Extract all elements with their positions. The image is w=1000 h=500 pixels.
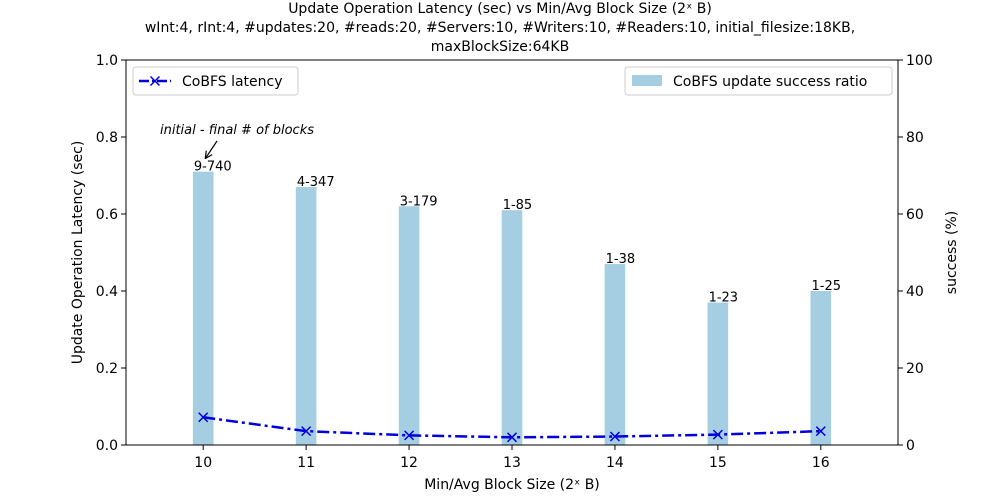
bar <box>707 302 729 445</box>
line-point-marker <box>301 426 312 437</box>
bar-label: 1-38 <box>606 252 636 267</box>
bar <box>192 171 214 445</box>
legend-box <box>132 66 299 96</box>
annotation-arrow <box>204 140 218 159</box>
x-tick-label: 11 <box>297 455 315 471</box>
y2-tick-label: 80 <box>906 130 924 146</box>
x-tick-label: 14 <box>606 455 624 471</box>
bar <box>604 264 626 445</box>
y-tick-label: 0.4 <box>96 284 118 300</box>
y2-tick-label: 60 <box>906 207 924 223</box>
legend-line: CoBFS latency <box>132 66 299 96</box>
legend-bar-swatch <box>632 75 662 86</box>
y-axis-label: Update Operation Latency (sec) <box>70 141 86 365</box>
bar <box>501 210 523 445</box>
y2-tick-label: 0 <box>906 438 915 454</box>
annotation-text: initial - final # of blocks <box>160 123 314 138</box>
chart-subtitle-line: maxBlockSize:64KB <box>431 39 569 55</box>
bar <box>398 206 420 445</box>
y-tick-label: 0.8 <box>96 130 118 146</box>
y2-tick-label: 100 <box>906 53 933 69</box>
line-point-marker <box>198 412 209 423</box>
y-tick-label: 0.6 <box>96 207 118 223</box>
bar-series <box>192 171 832 446</box>
chart-title: Update Operation Latency (sec) vs Min/Av… <box>288 1 712 17</box>
line-point-marker <box>609 431 620 442</box>
line-point-marker <box>404 430 415 441</box>
bar-label: 9-740 <box>194 160 232 175</box>
legend-marker <box>149 75 161 87</box>
annotation: initial - final # of blocks <box>160 123 314 160</box>
y2-tick-label: 40 <box>906 284 924 300</box>
bar-labels: 9-740 4-347 3-179 1-85 1-38 1-23 1-25 <box>194 160 841 306</box>
x-axis-label: Min/Avg Block Size (2ˣ B) <box>424 477 600 493</box>
y2-axis-label: success (%) <box>944 211 960 294</box>
bar-label: 1-25 <box>812 279 842 294</box>
x-tick-label: 13 <box>503 455 521 471</box>
legend-bar: CoBFS update success ratio <box>624 66 893 96</box>
bar <box>810 291 832 445</box>
line-point-marker <box>815 426 826 437</box>
legends: CoBFS latency CoBFS update success ratio <box>132 66 893 96</box>
bar <box>295 187 317 446</box>
bar-label: 3-179 <box>400 194 438 209</box>
bar-label: 1-85 <box>503 198 533 213</box>
annotation-arrowhead <box>204 150 213 160</box>
line-point-marker <box>712 429 723 440</box>
chart-titles: Update Operation Latency (sec) vs Min/Av… <box>145 1 855 55</box>
x-tick-label: 12 <box>400 455 418 471</box>
x-tick-label: 10 <box>194 455 212 471</box>
legend-label: CoBFS latency <box>182 74 283 90</box>
bar-label: 1-23 <box>709 291 739 306</box>
legend-box <box>624 66 893 96</box>
line-point-marker <box>506 432 518 443</box>
x-tick-label: 15 <box>709 455 727 471</box>
bar-label: 4-347 <box>297 175 335 190</box>
y-tick-label: 0.0 <box>96 438 118 454</box>
y2-tick-label: 20 <box>906 361 924 377</box>
line-series <box>198 412 826 443</box>
y-tick-label: 1.0 <box>96 53 118 69</box>
y-tick-label: 0.2 <box>96 361 118 377</box>
x-tick-label: 16 <box>812 455 830 471</box>
chart-subtitle-line: wInt:4, rInt:4, #updates:20, #reads:20, … <box>145 20 855 36</box>
legend-label: CoBFS update success ratio <box>673 74 867 90</box>
axes: 0.0 0.2 0.4 0.6 0.8 1.0 0 20 40 60 80 100 10 11 12 13 14… <box>70 53 960 493</box>
